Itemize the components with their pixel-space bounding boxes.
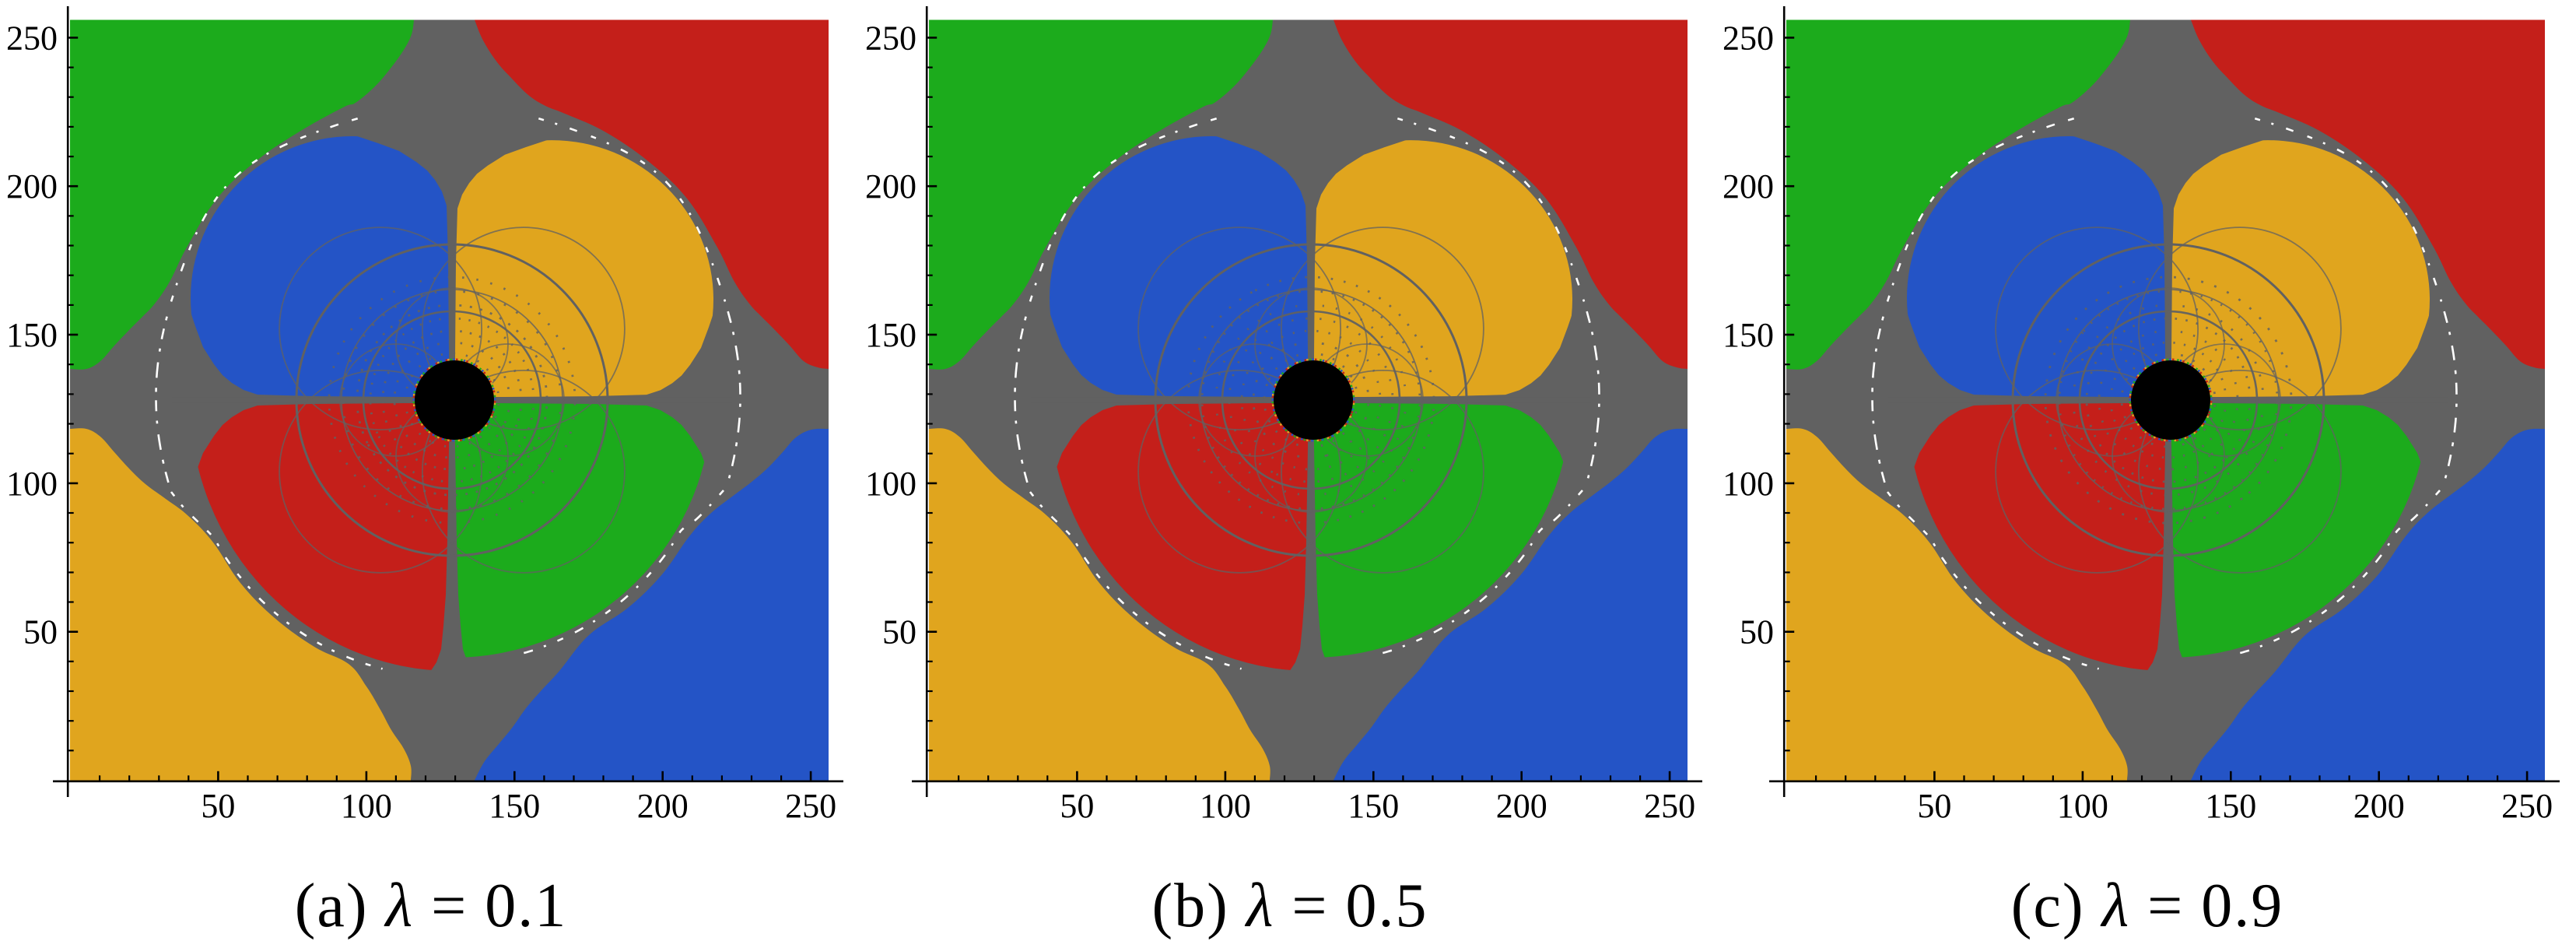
svg-text:200: 200 — [865, 167, 916, 205]
svg-text:150: 150 — [489, 787, 540, 825]
svg-text:250: 250 — [865, 19, 916, 57]
svg-text:(a) λ = 0.1: (a) λ = 0.1 — [295, 872, 568, 940]
svg-text:150: 150 — [1723, 316, 1774, 354]
svg-text:100: 100 — [865, 465, 916, 503]
svg-text:200: 200 — [2353, 787, 2405, 825]
svg-text:200: 200 — [637, 787, 689, 825]
svg-text:50: 50 — [882, 613, 916, 651]
svg-text:100: 100 — [341, 787, 392, 825]
svg-text:100: 100 — [2057, 787, 2108, 825]
svg-text:50: 50 — [1917, 787, 1951, 825]
svg-text:150: 150 — [1348, 787, 1399, 825]
svg-text:200: 200 — [6, 167, 58, 205]
svg-text:250: 250 — [1644, 787, 1695, 825]
svg-text:100: 100 — [1200, 787, 1251, 825]
svg-text:250: 250 — [6, 19, 58, 57]
svg-text:250: 250 — [2501, 787, 2553, 825]
svg-text:50: 50 — [1060, 787, 1094, 825]
svg-text:(b) λ = 0.5: (b) λ = 0.5 — [1151, 872, 1428, 940]
svg-text:200: 200 — [1723, 167, 1774, 205]
svg-text:(c) λ = 0.9: (c) λ = 0.9 — [2011, 872, 2284, 940]
svg-text:50: 50 — [23, 613, 58, 651]
svg-text:150: 150 — [2205, 787, 2256, 825]
svg-text:200: 200 — [1496, 787, 1547, 825]
svg-text:150: 150 — [865, 316, 916, 354]
svg-text:250: 250 — [1723, 19, 1774, 57]
svg-text:100: 100 — [1723, 465, 1774, 503]
svg-text:50: 50 — [1740, 613, 1774, 651]
svg-text:150: 150 — [6, 316, 58, 354]
svg-text:250: 250 — [785, 787, 836, 825]
svg-text:100: 100 — [6, 465, 58, 503]
svg-text:50: 50 — [201, 787, 235, 825]
